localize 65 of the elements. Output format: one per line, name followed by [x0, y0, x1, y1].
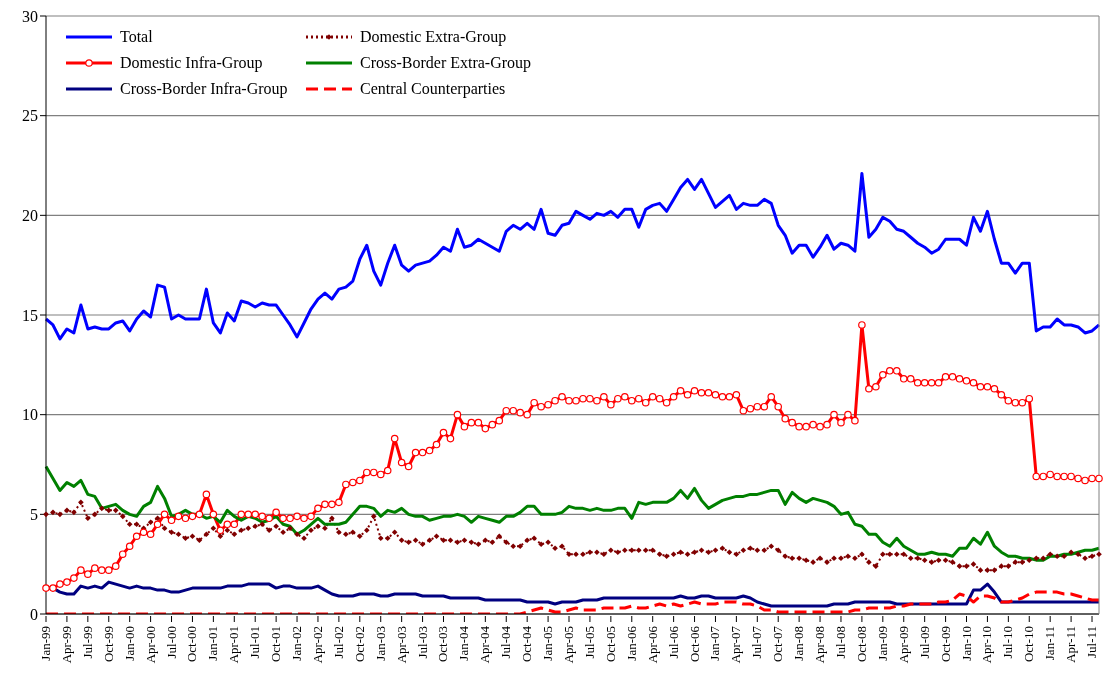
x-tick-label: Apr-04 — [477, 625, 493, 664]
x-tick-label: Jan-09 — [874, 626, 890, 661]
x-tick-label: Jan-03 — [372, 626, 388, 661]
legend-label: Domestic Extra-Group — [360, 28, 507, 46]
x-tick-label: Jul-08 — [832, 626, 848, 659]
x-tick-label: Jan-04 — [456, 625, 472, 661]
x-tick-label: Oct-10 — [1021, 626, 1037, 663]
x-tick-label: Jan-05 — [540, 626, 556, 661]
x-tick-label: Oct-00 — [184, 626, 200, 663]
x-tick-label: Jul-03 — [414, 626, 430, 659]
x-tick-label: Jul-02 — [330, 626, 346, 659]
x-tick-label: Jan-02 — [289, 626, 305, 661]
x-tick-label: Jul-07 — [749, 625, 765, 659]
x-tick-label: Jan-11 — [1042, 626, 1058, 661]
x-tick-label: Apr-00 — [142, 626, 158, 664]
x-tick-label: Apr-10 — [979, 626, 995, 664]
x-tick-label: Oct-08 — [853, 626, 869, 663]
x-tick-label: Apr-08 — [812, 626, 828, 664]
x-tick-label: Oct-07 — [770, 625, 786, 663]
x-tick-label: Jul-01 — [247, 626, 263, 659]
legend-label: Cross-Border Extra-Group — [360, 54, 532, 72]
x-tick-label: Jul-99 — [79, 626, 95, 659]
x-tick-label: Oct-04 — [519, 625, 535, 663]
x-tick-label: Apr-02 — [309, 626, 325, 664]
x-tick-label: Apr-03 — [393, 626, 409, 664]
x-tick-label: Jul-11 — [1084, 626, 1100, 659]
y-tick-label: 30 — [22, 7, 38, 25]
x-tick-label: Apr-11 — [1063, 626, 1079, 663]
x-tick-label: Apr-05 — [561, 626, 577, 664]
x-tick-label: Oct-01 — [268, 626, 284, 663]
x-tick-label: Jul-00 — [163, 626, 179, 659]
x-tick-label: Oct-99 — [100, 626, 116, 663]
x-tick-label: Apr-99 — [58, 626, 74, 664]
legend-label: Domestic Infra-Group — [120, 54, 263, 72]
line-series — [44, 171, 1101, 341]
y-tick-label: 25 — [22, 107, 38, 125]
x-tick-label: Jan-08 — [791, 626, 807, 661]
y-tick-label: 10 — [22, 406, 38, 424]
x-tick-label: Apr-01 — [226, 626, 242, 664]
x-tick-label: Jul-05 — [581, 626, 597, 659]
y-tick-label: 0 — [30, 605, 38, 623]
x-tick-label: Jan-10 — [958, 626, 974, 661]
x-tick-label: Jan-07 — [707, 625, 723, 661]
x-tick-label: Jan-01 — [205, 626, 221, 661]
y-tick-label: 5 — [30, 506, 38, 524]
y-tick-label: 15 — [22, 306, 38, 324]
x-tick-label: Apr-06 — [644, 625, 660, 664]
legend-label: Total — [120, 28, 153, 46]
x-tick-label: Oct-06 — [686, 625, 702, 663]
x-tick-label: Jan-06 — [623, 625, 639, 661]
legend-label: Central Counterparties — [360, 80, 506, 98]
x-tick-label: Jul-04 — [498, 625, 514, 659]
x-tick-label: Oct-03 — [435, 626, 451, 663]
legend-label: Cross-Border Infra-Group — [120, 80, 288, 98]
x-tick-label: Jul-10 — [1000, 626, 1016, 659]
x-tick-label: Jan-99 — [38, 626, 53, 661]
x-tick-label: Jul-09 — [916, 626, 932, 659]
x-tick-label: Oct-05 — [602, 626, 618, 663]
x-tick-label: Apr-07 — [728, 625, 744, 664]
x-tick-label: Apr-09 — [895, 626, 911, 664]
x-tick-label: Oct-09 — [937, 626, 953, 663]
x-tick-label: Jan-00 — [121, 626, 137, 661]
y-tick-label: 20 — [22, 207, 38, 225]
x-tick-label: Oct-02 — [351, 626, 367, 663]
x-tick-label: Jul-06 — [665, 625, 681, 659]
